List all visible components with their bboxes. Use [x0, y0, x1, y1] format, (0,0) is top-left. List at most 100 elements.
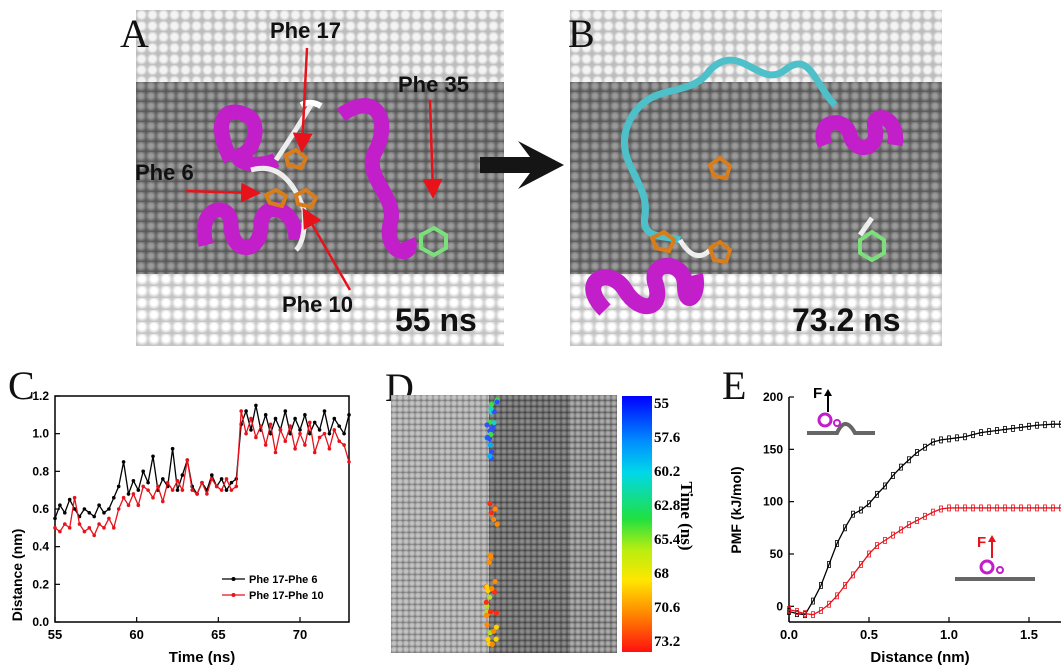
data-point [303, 443, 307, 447]
data-point [107, 516, 111, 521]
y-tick-label: 0.8 [32, 464, 49, 478]
chart-c-ylabel: Distance (nm) [9, 529, 25, 622]
data-point [891, 472, 895, 479]
data-point [195, 492, 199, 496]
data-point [843, 581, 847, 589]
data-point [102, 526, 106, 530]
data-point [121, 460, 126, 464]
data-point [308, 420, 312, 425]
data-point [923, 512, 927, 520]
trajectory-point [490, 424, 496, 431]
data-point [955, 434, 959, 442]
data-point [224, 477, 229, 481]
trajectory-point [484, 612, 490, 618]
trajectory-point [486, 594, 493, 600]
label-phe-35: Phe 35 [398, 72, 469, 97]
data-point [254, 403, 258, 408]
colorbar-title: Time (ns) [677, 481, 696, 551]
trajectory-point [487, 500, 493, 507]
data-point [259, 424, 263, 428]
snapshot-b [570, 10, 942, 346]
trajectory-point [488, 401, 494, 408]
data-point [214, 484, 219, 489]
data-point [875, 490, 879, 498]
y-tick-label: 0.6 [32, 502, 49, 516]
data-point [1051, 420, 1055, 428]
trajectory-point [487, 609, 494, 615]
y-tick-label: 200 [763, 390, 783, 404]
colorbar-tick-label: 57.6 [654, 430, 681, 446]
series-line-1 [788, 507, 1061, 616]
trajectory-point [488, 431, 494, 437]
data-point [899, 526, 903, 534]
data-point [347, 460, 351, 464]
data-point [875, 542, 879, 550]
data-point [979, 429, 983, 436]
data-point [1011, 504, 1015, 512]
plot-frame [54, 395, 350, 623]
surface-groove [489, 395, 569, 653]
trajectory-point [489, 449, 495, 455]
time-stamp-b: 73.2 ns [792, 302, 901, 338]
colorbar-tick-label: 65.4 [654, 532, 681, 548]
y-tick-label: 1.2 [32, 389, 49, 403]
data-point [931, 438, 935, 446]
data-point [963, 433, 967, 441]
data-point [244, 409, 248, 413]
data-point [867, 550, 871, 558]
data-point [979, 504, 983, 512]
series-line-1 [54, 410, 350, 537]
colorbar-tick-label: 60.2 [654, 464, 681, 480]
surface-right-layer [569, 395, 617, 653]
transition-arrow-icon [480, 141, 564, 189]
trajectory-point [483, 599, 489, 605]
data-point [58, 529, 62, 534]
data-point [151, 495, 155, 500]
data-point [987, 504, 991, 512]
trajectory-point [489, 641, 495, 648]
data-point [239, 409, 243, 413]
data-point [63, 522, 67, 526]
trajectory-point [488, 406, 494, 412]
x-tick-label: 65 [211, 627, 225, 642]
trajectory-point [494, 521, 500, 527]
trajectory-point [491, 419, 497, 426]
data-point [229, 480, 234, 485]
data-point [112, 526, 116, 530]
x-tick-label: 70 [293, 627, 307, 642]
chart-c-legend: Phe 17-Phe 6 Phe 17-Phe 10 [222, 574, 324, 602]
data-point [312, 450, 317, 455]
data-point [995, 427, 999, 434]
data-point [293, 416, 297, 421]
data-point [971, 504, 975, 512]
pmf-chart: 0.0 0.5 1.0 1.5 0 50 100 150 200 Distance (nm) P… [728, 385, 1061, 666]
data-point [883, 482, 887, 490]
data-point [268, 422, 273, 427]
data-point [121, 495, 126, 500]
graphene-surface [136, 82, 504, 274]
annotation-arrows-a [185, 47, 443, 291]
data-point [161, 477, 165, 481]
data-point [254, 435, 258, 440]
data-point [180, 473, 185, 477]
data-point [87, 510, 92, 515]
data-point [293, 446, 297, 451]
data-point [317, 435, 322, 440]
data-point [337, 424, 342, 428]
data-point [53, 526, 57, 530]
legend-label: Phe 17-Phe 6 [249, 574, 317, 586]
x-tick-label: 1.5 [1020, 627, 1038, 642]
trajectory-point [484, 584, 490, 590]
data-point [210, 473, 214, 477]
inset-force-label-red: F [977, 534, 986, 551]
data-point [288, 424, 293, 428]
data-point [210, 477, 214, 481]
legend-label: Phe 17-Phe 10 [249, 590, 324, 602]
data-point [92, 514, 96, 519]
data-point [955, 504, 959, 512]
data-point [116, 484, 121, 489]
trajectory-point [493, 624, 500, 630]
data-point [851, 571, 855, 579]
data-point [891, 531, 895, 539]
data-point [234, 484, 239, 489]
